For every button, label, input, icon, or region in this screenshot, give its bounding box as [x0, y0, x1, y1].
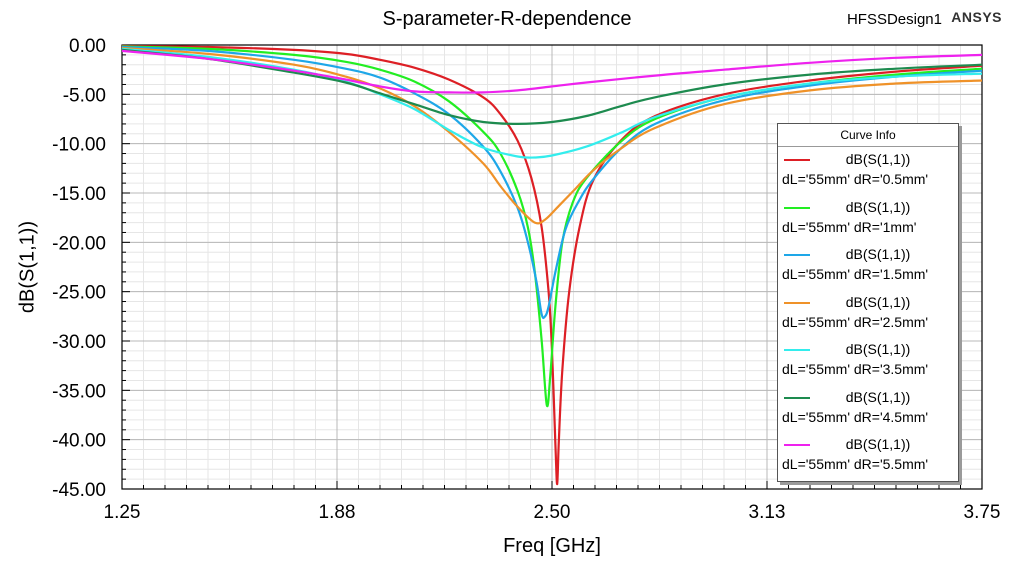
legend-series-params: dL='55mm' dR='5.5mm' — [782, 456, 929, 472]
x-axis-label: Freq [GHz] — [503, 535, 601, 557]
legend-series-name: dB(S(1,1)) — [845, 388, 911, 405]
legend-swatch — [784, 301, 810, 304]
legend-item[interactable]: dB(S(1,1)) dL='55mm' dR='3.5mm' — [778, 337, 958, 385]
plot-series — [121, 44, 983, 486]
series-line-7 — [121, 49, 983, 94]
y-axis-label: dB(S(1,1)) — [16, 220, 39, 314]
y-tick-label: -45.00 — [52, 480, 106, 501]
series-line-3 — [121, 45, 983, 320]
legend-item[interactable]: dB(S(1,1)) dL='55mm' dR='0.5mm' — [778, 147, 958, 195]
y-tick-label: 0.00 — [69, 36, 106, 57]
legend-series-name: dB(S(1,1)) — [845, 436, 911, 452]
legend-swatch — [784, 206, 810, 209]
legend-item[interactable]: dB(S(1,1)) dL='55mm' dR='4.5mm' — [778, 385, 958, 433]
y-tick-label: -15.00 — [52, 184, 106, 205]
axis-tick-labels: 1.25 1.88 2.50 3.13 3.75 0.00 -5.00 -10.00 -15.0… — [52, 36, 1000, 523]
legend-series-name: dB(S(1,1)) — [845, 151, 911, 167]
legend-item[interactable]: dB(S(1,1)) dL='55mm' dR='1mm' — [778, 195, 958, 243]
x-tick-label: 3.13 — [749, 502, 786, 523]
legend-series-name: dB(S(1,1)) — [845, 246, 911, 262]
legend-title: Curve Info — [778, 124, 958, 147]
series-line-6 — [121, 48, 983, 125]
y-tick-label: -30.00 — [52, 332, 106, 353]
legend-swatch — [784, 159, 810, 161]
legend-series-name: dB(S(1,1)) — [845, 293, 911, 310]
legend-series-params: dL='55mm' dR='1.5mm' — [782, 266, 929, 282]
legend-series-params: dL='55mm' dR='2.5mm' — [782, 313, 929, 330]
legend-swatch — [784, 444, 810, 446]
legend-series-params: dL='55mm' dR='3.5mm' — [782, 361, 929, 377]
legend-series-params: dL='55mm' dR='4.5mm' — [782, 408, 929, 425]
legend-item[interactable]: dB(S(1,1)) dL='55mm' dR='5.5mm' — [778, 432, 958, 480]
x-tick-label: 1.25 — [104, 502, 141, 523]
legend-swatch — [784, 349, 810, 351]
design-name: HFSSDesign1 — [846, 11, 942, 28]
x-tick-label: 3.75 — [964, 502, 1001, 523]
ansys-logo: ANSYS — [951, 9, 1002, 25]
y-tick-label: -20.00 — [52, 233, 106, 254]
x-tick-label: 1.88 — [319, 502, 356, 523]
legend-item[interactable]: dB(S(1,1)) dL='55mm' dR='1.5mm' — [778, 242, 958, 290]
y-tick-label: -35.00 — [52, 381, 106, 402]
legend-item[interactable]: dB(S(1,1)) dL='55mm' dR='2.5mm' — [778, 290, 958, 338]
legend-swatch — [784, 396, 810, 399]
y-tick-label: -10.00 — [52, 135, 106, 156]
legend-series-params: dL='55mm' dR='0.5mm' — [782, 171, 929, 187]
y-tick-label: -40.00 — [52, 431, 106, 452]
curve-info-legend[interactable]: Curve Info dB(S(1,1)) dL='55mm' dR='0.5mm… — [777, 123, 959, 482]
y-tick-label: -5.00 — [63, 85, 106, 106]
x-tick-label: 2.50 — [534, 502, 571, 523]
legend-series-params: dL='55mm' dR='1mm' — [782, 218, 917, 235]
legend-swatch — [784, 254, 810, 256]
plot-axes — [121, 44, 983, 490]
series-line-4 — [121, 46, 983, 225]
legend-series-name: dB(S(1,1)) — [845, 341, 911, 357]
legend-items: dB(S(1,1)) dL='55mm' dR='0.5mm' dB(S(1,1))… — [778, 147, 958, 480]
y-tick-label: -25.00 — [52, 283, 106, 304]
legend-series-name: dB(S(1,1)) — [845, 198, 911, 215]
